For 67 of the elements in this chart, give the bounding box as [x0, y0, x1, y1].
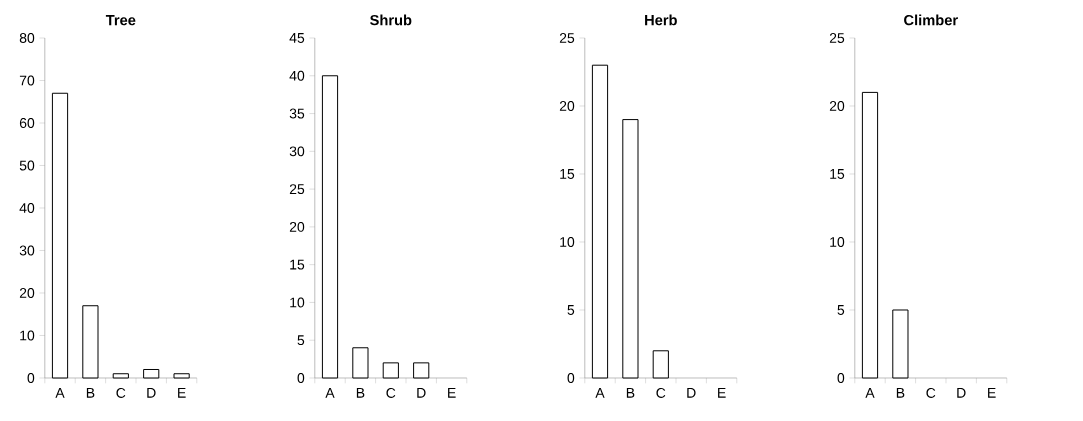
- x-tick-label: B: [86, 388, 95, 398]
- y-tick-label: 60: [19, 118, 35, 128]
- y-tick-label: 80: [19, 33, 35, 43]
- y-tick-label: 15: [560, 169, 575, 179]
- x-tick-label: A: [595, 388, 605, 398]
- y-tick-label: 10: [290, 297, 305, 308]
- y-tick-label: 30: [19, 245, 35, 256]
- x-tick-label: D: [687, 388, 696, 398]
- y-tick-label: 10: [20, 330, 35, 341]
- x-tick-label: C: [926, 388, 936, 398]
- bar: [143, 368, 160, 379]
- y-tick-label: 35: [289, 108, 305, 119]
- x-tick-label: D: [147, 388, 156, 398]
- y-tick-label: 20: [19, 288, 35, 298]
- chart-title: Tree: [105, 15, 136, 26]
- y-tick-label: 30: [289, 146, 305, 157]
- x-tick-label: C: [116, 388, 126, 398]
- x-tick-label: E: [448, 388, 456, 398]
- x-tick-label: D: [957, 388, 966, 398]
- y-tick-label: 45: [289, 33, 305, 43]
- chart-title: Shrub: [370, 14, 412, 26]
- bar: [112, 373, 129, 379]
- y-tick-label: 25: [559, 33, 575, 43]
- x-tick-label: E: [178, 388, 186, 398]
- x-tick-label: C: [656, 388, 666, 398]
- y-tick-label: 0: [567, 373, 575, 383]
- y-tick-label: 5: [297, 335, 305, 346]
- y-tick-label: 15: [290, 259, 305, 270]
- bar: [51, 92, 69, 379]
- x-tick-label: C: [386, 388, 396, 398]
- y-tick-label: 40: [19, 203, 35, 213]
- bar: [352, 347, 369, 379]
- chart-title: Herb: [645, 14, 677, 26]
- y-tick-label: 25: [829, 33, 845, 43]
- y-tick-label: 0: [837, 373, 845, 383]
- x-tick-label: E: [988, 388, 996, 398]
- bar: [652, 350, 669, 379]
- bar: [622, 119, 639, 379]
- bar: [413, 362, 430, 379]
- y-tick-label: 0: [297, 373, 305, 383]
- y-tick-label: 40: [289, 70, 305, 81]
- y-tick-label: 20: [289, 221, 305, 232]
- x-tick-label: A: [865, 388, 875, 398]
- bar: [591, 64, 609, 379]
- x-tick-label: D: [417, 388, 426, 398]
- y-tick-label: 20: [829, 101, 845, 111]
- y-tick-label: 15: [830, 169, 845, 179]
- x-tick-label: E: [718, 388, 726, 398]
- bar: [82, 305, 99, 379]
- x-tick-label: B: [626, 388, 635, 398]
- y-tick-label: 10: [830, 237, 845, 247]
- y-tick-label: 70: [19, 75, 35, 86]
- y-tick-label: 10: [560, 237, 575, 247]
- y-tick-label: 20: [559, 101, 575, 111]
- x-tick-label: A: [325, 388, 335, 398]
- bar: [321, 75, 339, 379]
- bar: [173, 373, 190, 379]
- bar: [382, 362, 399, 379]
- y-tick-label: 5: [567, 305, 575, 315]
- x-tick-label: B: [356, 388, 365, 398]
- y-tick-label: 50: [19, 160, 35, 171]
- y-tick-label: 25: [289, 184, 305, 195]
- chart-title: Climber: [904, 14, 958, 26]
- y-tick-label: 0: [27, 373, 35, 383]
- x-tick-label: A: [55, 388, 65, 398]
- y-tick-label: 5: [837, 305, 845, 315]
- x-tick-label: B: [896, 388, 905, 398]
